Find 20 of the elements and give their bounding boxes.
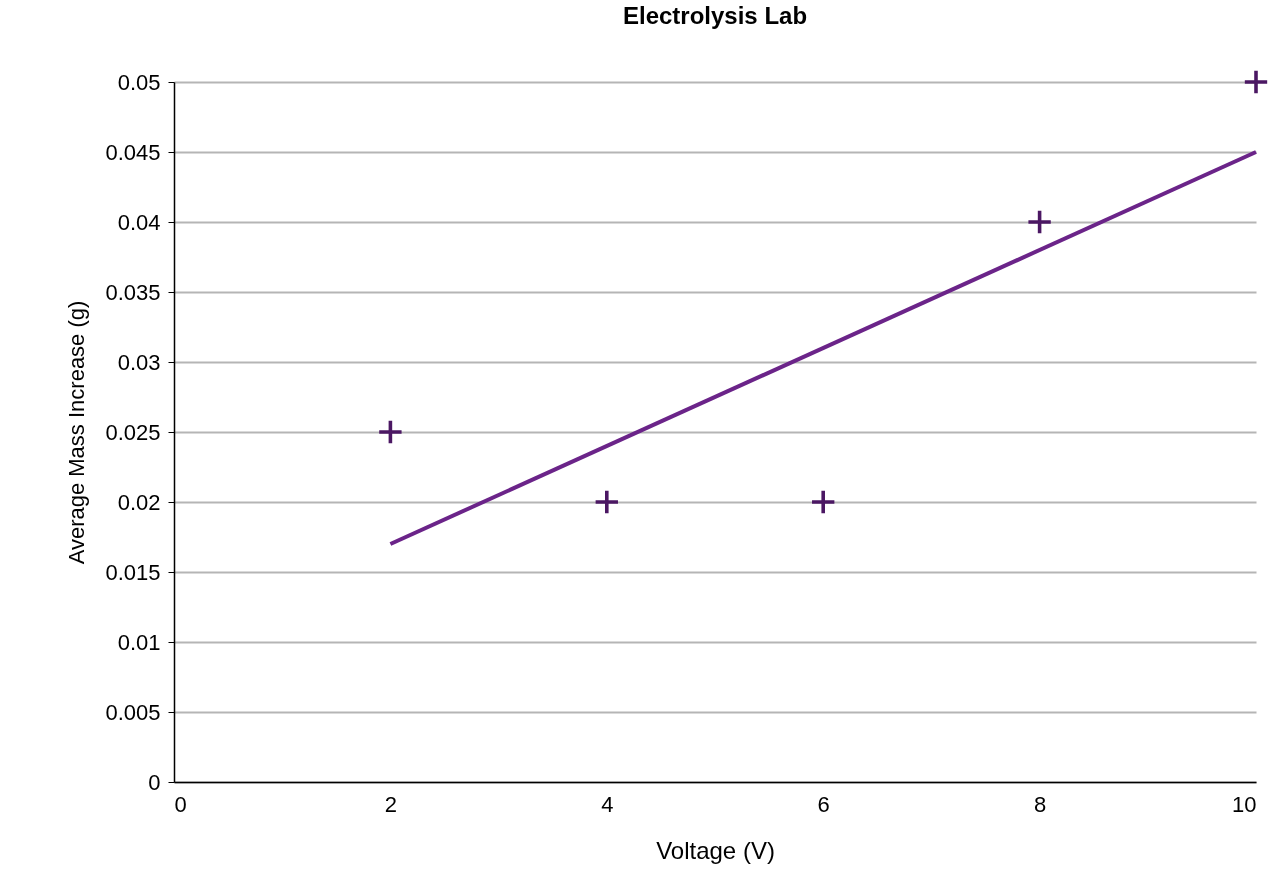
x-axis-title: Voltage (V): [656, 836, 775, 864]
y-tick-label: 0.005: [105, 699, 161, 725]
y-tick-label: 0.01: [117, 629, 161, 655]
x-tick-label: 8: [1033, 791, 1047, 817]
y-tick-label: 0: [148, 769, 161, 795]
y-tick-label: 0.025: [105, 419, 161, 445]
y-tick-label: 0.015: [105, 559, 161, 585]
y-tick-label: 0.04: [117, 209, 161, 235]
y-tick-label: 0.05: [117, 69, 161, 95]
y-tick-label: 0.03: [117, 349, 161, 375]
x-tick-label: 6: [817, 791, 830, 817]
y-tick-label: 0.045: [105, 139, 161, 165]
x-tick-label: 2: [384, 791, 398, 817]
x-tick-label: 4: [601, 791, 614, 817]
y-tick-label: 0.035: [105, 279, 161, 305]
y-tick-label: 0.02: [117, 489, 161, 515]
chart-title: Electrolysis Lab: [622, 1, 808, 29]
x-tick-label: 10: [1232, 791, 1257, 817]
x-tick-label: 0: [174, 791, 187, 817]
y-axis-title: Average Mass Increase (g): [64, 300, 90, 565]
